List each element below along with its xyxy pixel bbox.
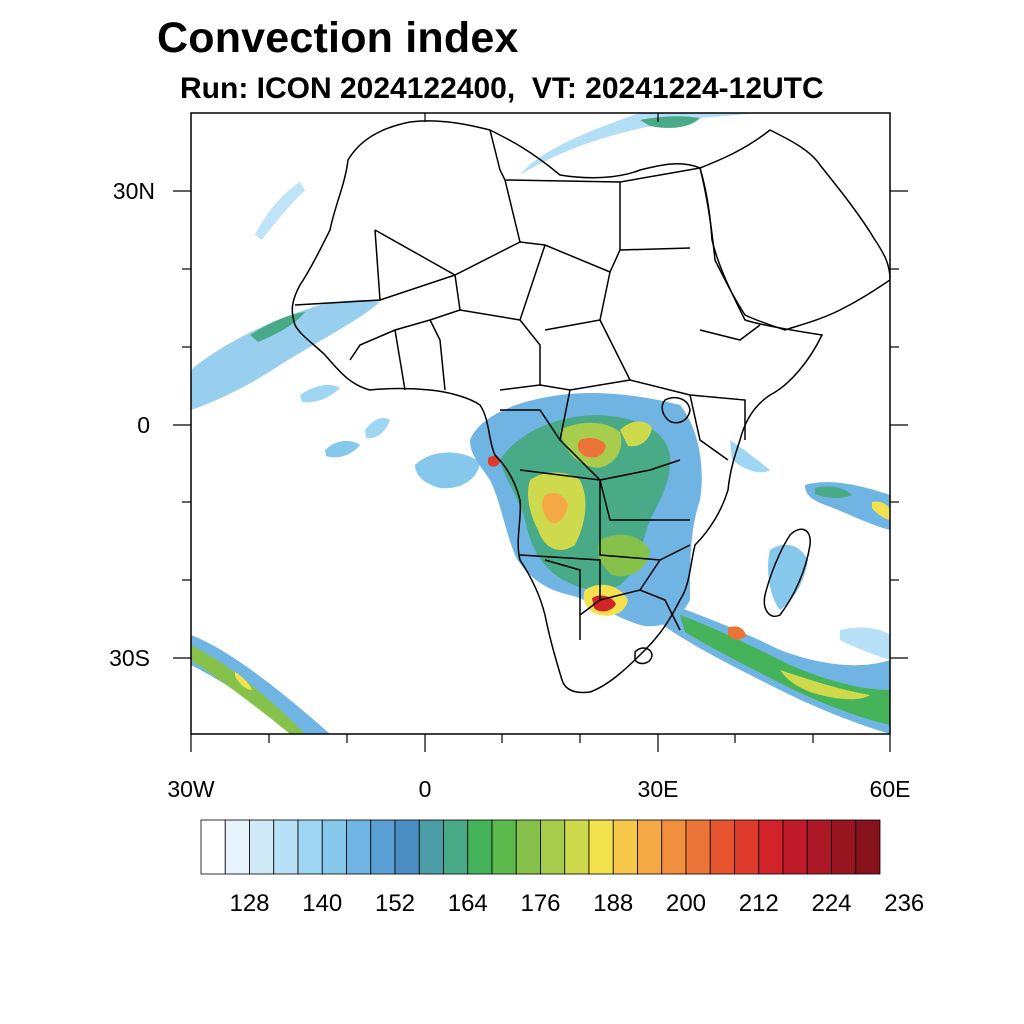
convection-area-congo-hot	[577, 438, 606, 458]
convection-field-layer	[191, 113, 890, 734]
colorbar-swatch	[685, 819, 711, 875]
colorbar-swatch	[564, 819, 590, 875]
convection-area-mediterranean	[520, 113, 760, 175]
colorbar-swatch	[224, 819, 250, 875]
convection-area-coast-hot	[488, 455, 500, 467]
convection-area-south-atlantic	[191, 635, 330, 734]
convection-area-gulf-guinea	[325, 440, 360, 458]
colorbar-swatch	[734, 819, 760, 875]
lon-label-30e: 30E	[638, 776, 679, 802]
colorbar	[200, 819, 881, 875]
convection-area-offshore	[415, 452, 480, 489]
arabia-coastline	[699, 129, 890, 331]
border-sahel	[459, 244, 691, 396]
colorbar-swatch	[806, 819, 832, 875]
convection-area-west-africa	[191, 299, 380, 410]
map-frame	[190, 112, 891, 735]
colorbar-swatch	[443, 819, 469, 875]
convection-area-south-atlantic-core	[191, 645, 305, 734]
convection-area-south-atlantic-hot	[235, 672, 252, 690]
colorbar-swatch	[394, 819, 420, 875]
colorbar-swatch	[467, 819, 493, 875]
colorbar-swatch	[855, 819, 881, 875]
colorbar-swatch	[637, 819, 663, 875]
colorbar-swatch	[273, 819, 299, 875]
border-west-africa	[349, 274, 461, 391]
convection-area-zambia	[598, 534, 650, 577]
colorbar-swatch	[200, 819, 226, 875]
convection-area-far-southeast	[840, 627, 890, 660]
colorbar-swatch	[782, 819, 808, 875]
colorbar-swatch	[491, 819, 517, 875]
map-title: Convection index	[157, 14, 519, 62]
lat-label-0: 0	[137, 412, 150, 438]
convection-area-east-coast	[730, 440, 770, 473]
colorbar-label: 212	[739, 890, 779, 917]
colorbar-swatch	[540, 819, 566, 875]
convection-area-mediterranean-core	[640, 116, 700, 128]
convection-area-madagascar	[768, 544, 808, 610]
colorbar-swatch	[370, 819, 396, 875]
colorbar-swatch	[758, 819, 784, 875]
convection-area-lake-core	[620, 421, 652, 447]
border-east	[689, 324, 761, 461]
colorbar-swatch	[831, 819, 857, 875]
colorbar-swatch	[346, 819, 372, 875]
convection-area-indian-ocean-core	[815, 486, 852, 498]
convection-area-southern-front-hot	[728, 626, 746, 640]
lon-label-60e: 60E	[870, 776, 911, 802]
convection-area-atlantic-north	[255, 182, 305, 240]
border-south-central	[519, 469, 691, 616]
lat-label-30s: 30S	[109, 645, 150, 671]
colorbar-label: 188	[593, 890, 633, 917]
border-central	[500, 379, 681, 481]
colorbar-swatch	[515, 819, 541, 875]
madagascar-coastline	[763, 528, 811, 617]
colorbar-swatch	[612, 819, 638, 875]
lon-label-30w: 30W	[167, 776, 215, 802]
convection-area-angola-hot	[542, 493, 568, 524]
colorbar-swatch	[297, 819, 323, 875]
colorbar-label: 224	[811, 890, 851, 917]
colorbar-swatch	[661, 819, 687, 875]
convection-area-gulf-guinea-2	[365, 418, 390, 439]
colorbar-label: 200	[666, 890, 706, 917]
axis-ticks	[173, 113, 908, 752]
colorbar-swatch	[418, 819, 444, 875]
border-southern	[544, 559, 681, 640]
lake-victoria	[661, 397, 691, 424]
map-subtitle: Run: ICON 2024122400, VT: 20241224-12UTC	[180, 72, 824, 105]
lon-label-0: 0	[419, 776, 432, 802]
convection-area-west-africa-core	[250, 312, 305, 342]
convection-area-botswana-hot	[592, 595, 616, 612]
africa-coastline	[291, 120, 824, 694]
colorbar-swatch	[709, 819, 735, 875]
colorbar-label: 176	[520, 890, 560, 917]
convection-area-indian-ocean-hot	[872, 501, 890, 520]
convection-area-atlantic-west	[300, 384, 340, 403]
colorbar-label: 140	[302, 890, 342, 917]
lesotho	[634, 647, 653, 665]
colorbar-labels: 128 140 152 164 176 188 200 212 224 236	[229, 890, 924, 917]
colorbar-swatch	[249, 819, 275, 875]
convection-area-southern-front-core	[780, 670, 870, 700]
colorbar-swatch	[588, 819, 614, 875]
colorbar-label: 236	[884, 890, 924, 917]
border-sahara	[294, 229, 691, 306]
country-borders	[291, 120, 890, 694]
colorbar-label: 128	[229, 890, 269, 917]
lat-label-30n: 30N	[113, 178, 155, 204]
border-north	[489, 129, 701, 250]
colorbar-label: 152	[375, 890, 415, 917]
colorbar-swatch	[321, 819, 347, 875]
colorbar-label: 164	[448, 890, 488, 917]
